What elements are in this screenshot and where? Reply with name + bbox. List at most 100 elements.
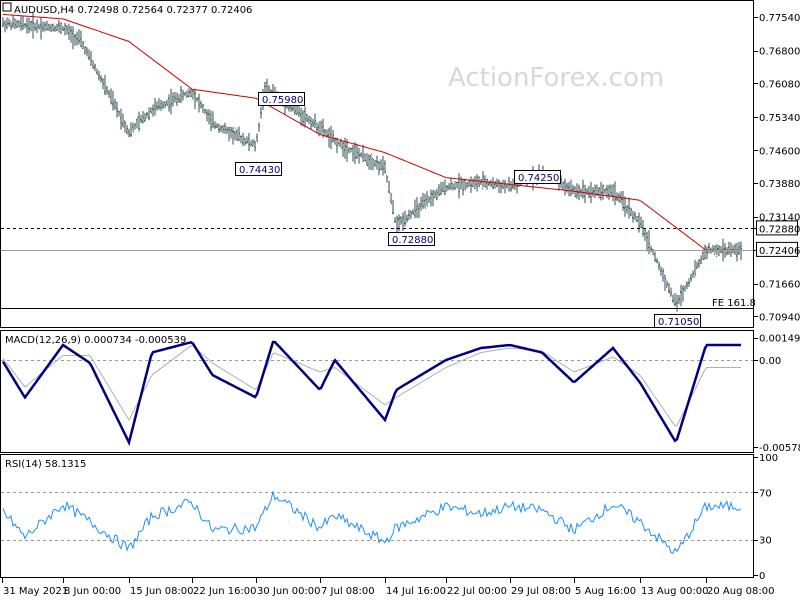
price-bar <box>380 159 382 171</box>
price-bar <box>462 180 464 196</box>
price-bar <box>704 244 706 260</box>
price-bar <box>444 179 446 195</box>
price-bar <box>602 184 604 200</box>
price-bar <box>578 184 580 201</box>
price-bar <box>464 178 466 191</box>
price-bar <box>728 241 730 255</box>
price-bar <box>470 176 472 193</box>
chart-title: AUDUSD,H4 0.72498 0.72564 0.72377 0.7240… <box>14 5 252 16</box>
price-bar <box>692 270 694 278</box>
price-bar <box>700 255 702 264</box>
price-bar <box>192 89 194 100</box>
price-bar <box>374 160 376 168</box>
price-bar <box>482 171 484 190</box>
rsi-axis-label: 30 <box>759 536 772 547</box>
price-bar <box>384 160 386 174</box>
price-bars <box>2 12 742 312</box>
price-bar <box>378 160 380 176</box>
rsi-layer <box>1 491 753 555</box>
time-axis-label: 15 Jun 08:00 <box>130 586 194 597</box>
price-bar <box>18 20 20 28</box>
price-bar <box>80 30 82 48</box>
price-bar <box>76 31 78 46</box>
price-bar <box>72 26 74 50</box>
price-bar <box>52 23 54 32</box>
price-axis-label: 0.74600 <box>759 146 800 157</box>
price-bar <box>322 118 324 138</box>
price-bar <box>212 111 214 129</box>
price-bar <box>628 197 630 219</box>
price-bar <box>638 212 640 233</box>
price-bar <box>182 89 184 101</box>
time-axis-label: 31 May 2021 <box>3 586 68 597</box>
price-bar <box>490 180 492 188</box>
price-bar <box>372 157 374 171</box>
price-axis-label: 0.71660 <box>759 280 800 291</box>
rsi-axis-label: 0 <box>759 571 765 582</box>
price-bar <box>144 112 146 122</box>
price-bar <box>210 110 212 132</box>
price-bar <box>504 179 506 194</box>
price-bar <box>138 111 140 132</box>
price-bar <box>246 136 248 144</box>
price-bar <box>96 68 98 75</box>
price-bar <box>252 139 254 147</box>
price-bar <box>736 242 738 262</box>
price-bar <box>8 18 10 27</box>
price-bar <box>236 129 238 141</box>
price-bar <box>640 216 642 229</box>
price-bar <box>468 179 470 187</box>
price-bar <box>230 126 232 139</box>
price-bar <box>166 99 168 106</box>
price-bar <box>100 75 102 83</box>
price-bar <box>392 199 394 215</box>
price-bar <box>600 181 602 201</box>
price-bar <box>420 196 422 211</box>
price-bar <box>42 21 44 32</box>
price-bar <box>112 90 114 111</box>
price-bar <box>108 90 110 98</box>
price-bar <box>104 74 106 96</box>
price-bar <box>178 94 180 103</box>
collapse-icon[interactable] <box>2 2 12 12</box>
price-bar <box>356 143 358 159</box>
price-bar <box>598 187 600 199</box>
time-axis-label: 22 Jul 00:00 <box>447 586 507 597</box>
price-bar <box>4 20 6 33</box>
price-bar <box>422 192 424 209</box>
price-bar <box>584 184 586 204</box>
price-axis-label: 0.70940 <box>759 312 800 323</box>
price-bar <box>716 243 718 257</box>
price-bar <box>306 113 308 122</box>
price-bar <box>466 181 468 189</box>
price-bar <box>256 133 258 143</box>
price-bar <box>240 135 242 144</box>
price-bar <box>102 78 104 90</box>
price-bar <box>120 108 122 130</box>
price-bar <box>674 293 676 307</box>
price-bar <box>382 155 384 176</box>
price-bar <box>34 22 36 32</box>
price-bar <box>424 193 426 209</box>
price-bar <box>260 106 262 119</box>
price-bar <box>38 23 40 30</box>
price-bar <box>54 25 56 32</box>
price-bar <box>708 243 710 254</box>
moving-average-line <box>2 13 741 251</box>
macd-line <box>1 340 741 447</box>
price-bar <box>174 91 176 103</box>
price-bar <box>596 184 598 196</box>
price-bar <box>222 124 224 134</box>
price-bar <box>198 93 200 113</box>
price-bar <box>94 63 96 72</box>
price-bar <box>142 111 144 124</box>
annotation-box-label: 0.75980 <box>262 95 303 106</box>
price-bar <box>132 122 134 133</box>
price-bar <box>150 107 152 114</box>
annotation-box-frame <box>258 92 305 106</box>
price-bar <box>328 127 330 148</box>
price-bar <box>92 60 94 69</box>
price-bar <box>460 176 462 190</box>
price-bar <box>662 268 664 282</box>
price-bar <box>214 121 216 130</box>
